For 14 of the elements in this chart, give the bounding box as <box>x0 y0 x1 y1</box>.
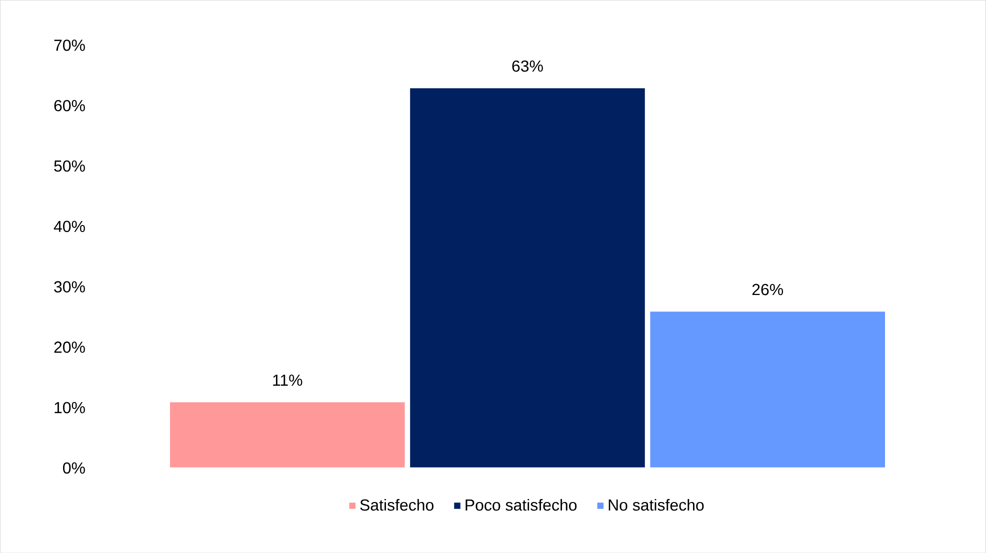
y-tick-label: 20% <box>54 341 85 353</box>
y-tick-label: 60% <box>54 100 85 112</box>
legend-label: No satisfecho <box>608 498 704 511</box>
y-tick-label: 30% <box>54 281 85 292</box>
y-tick-label: 40% <box>54 220 85 232</box>
data-label: 26% <box>752 284 784 296</box>
y-tick-label: 50% <box>54 160 85 172</box>
y-tick-label: 70% <box>54 39 85 51</box>
data-label: 11% <box>273 374 302 386</box>
y-tick-label: 0% <box>63 462 85 474</box>
data-label: 63% <box>512 60 543 72</box>
y-tick-label: 10% <box>54 402 85 414</box>
legend-label: Poco satisfecho <box>466 498 577 511</box>
legend-label: Satisfecho <box>360 498 434 511</box>
